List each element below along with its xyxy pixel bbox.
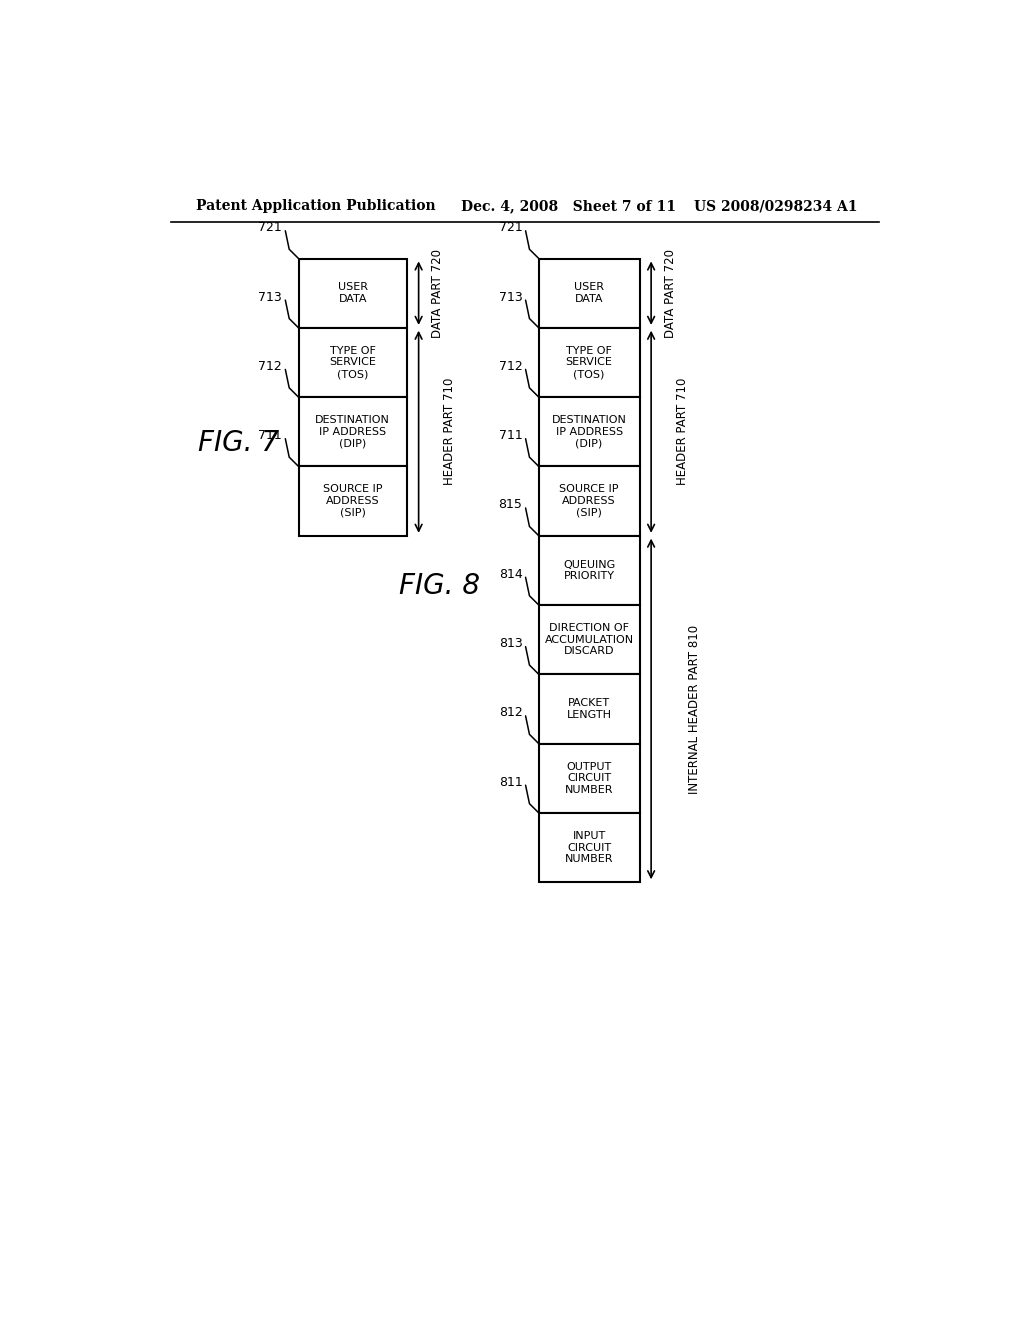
Text: 721: 721	[258, 222, 283, 234]
Text: 813: 813	[499, 638, 522, 649]
Text: 812: 812	[499, 706, 522, 719]
Text: HEADER PART 710: HEADER PART 710	[676, 378, 689, 486]
Text: DIRECTION OF
ACCUMULATION
DISCARD: DIRECTION OF ACCUMULATION DISCARD	[545, 623, 634, 656]
Text: SOURCE IP
ADDRESS
(SIP): SOURCE IP ADDRESS (SIP)	[559, 484, 618, 517]
Text: INTERNAL HEADER PART 810: INTERNAL HEADER PART 810	[688, 624, 701, 793]
Text: DATA PART 720: DATA PART 720	[431, 248, 444, 338]
Text: INPUT
CIRCUIT
NUMBER: INPUT CIRCUIT NUMBER	[565, 832, 613, 865]
Text: 713: 713	[258, 290, 283, 304]
Bar	[299, 259, 407, 327]
Text: 815: 815	[499, 499, 522, 511]
Bar	[539, 813, 640, 882]
Text: US 2008/0298234 A1: US 2008/0298234 A1	[693, 199, 857, 213]
Text: Patent Application Publication: Patent Application Publication	[197, 199, 436, 213]
Text: 814: 814	[499, 568, 522, 581]
Bar	[539, 397, 640, 466]
Bar	[299, 466, 407, 536]
Text: 712: 712	[258, 360, 283, 372]
Bar	[539, 466, 640, 536]
Text: PACKET
LENGTH: PACKET LENGTH	[566, 698, 611, 719]
Text: Dec. 4, 2008   Sheet 7 of 11: Dec. 4, 2008 Sheet 7 of 11	[461, 199, 676, 213]
Bar	[539, 259, 640, 327]
Bar	[539, 605, 640, 675]
Text: FIG. 7: FIG. 7	[198, 429, 279, 457]
Text: 711: 711	[499, 429, 522, 442]
Bar	[539, 743, 640, 813]
Text: HEADER PART 710: HEADER PART 710	[443, 378, 457, 486]
Bar	[299, 327, 407, 397]
Text: DATA PART 720: DATA PART 720	[664, 248, 677, 338]
Text: USER
DATA: USER DATA	[574, 282, 604, 304]
Text: 712: 712	[499, 360, 522, 372]
Text: 811: 811	[499, 776, 522, 788]
Text: 711: 711	[258, 429, 283, 442]
Text: DESTINATION
IP ADDRESS
(DIP): DESTINATION IP ADDRESS (DIP)	[315, 416, 390, 449]
Text: TYPE OF
SERVICE
(TOS): TYPE OF SERVICE (TOS)	[565, 346, 612, 379]
Bar	[539, 536, 640, 605]
Text: QUEUING
PRIORITY: QUEUING PRIORITY	[563, 560, 615, 581]
Text: FIG. 8: FIG. 8	[399, 572, 480, 599]
Bar	[539, 675, 640, 743]
Text: OUTPUT
CIRCUIT
NUMBER: OUTPUT CIRCUIT NUMBER	[565, 762, 613, 795]
Text: USER
DATA: USER DATA	[338, 282, 368, 304]
Text: 721: 721	[499, 222, 522, 234]
Text: TYPE OF
SERVICE
(TOS): TYPE OF SERVICE (TOS)	[330, 346, 376, 379]
Text: DESTINATION
IP ADDRESS
(DIP): DESTINATION IP ADDRESS (DIP)	[552, 416, 627, 449]
Text: SOURCE IP
ADDRESS
(SIP): SOURCE IP ADDRESS (SIP)	[323, 484, 383, 517]
Bar	[299, 397, 407, 466]
Bar	[539, 327, 640, 397]
Text: 713: 713	[499, 290, 522, 304]
